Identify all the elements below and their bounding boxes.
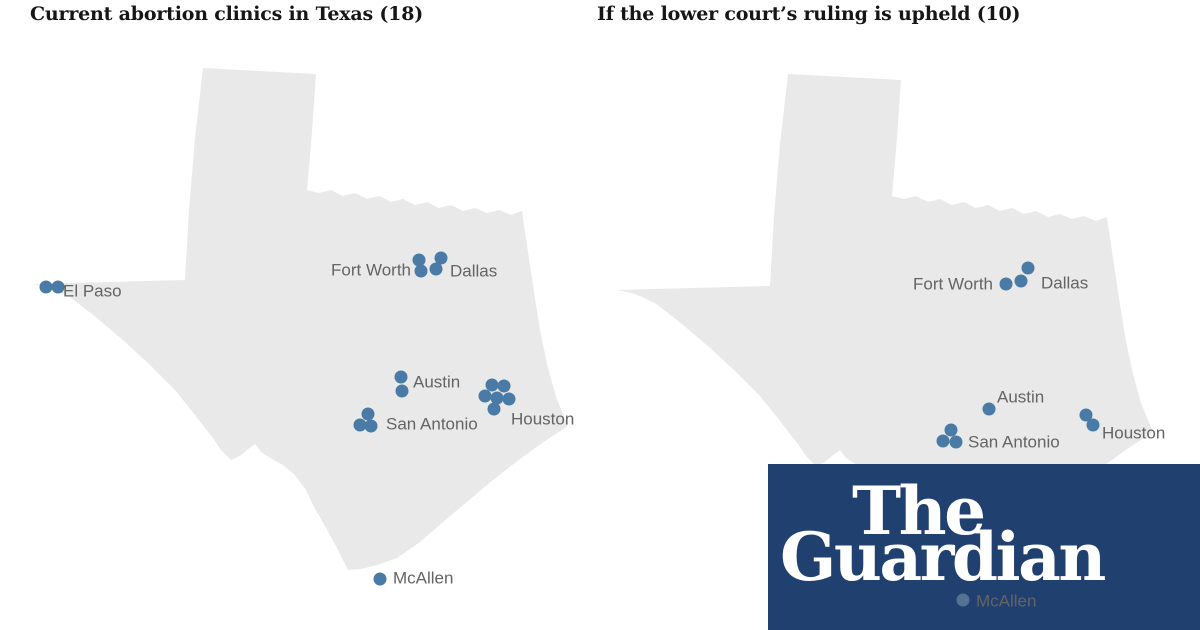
clinic-dot: [1079, 408, 1093, 422]
clinic-dot: [949, 435, 963, 449]
texas-map-upheld: Fort Worth Dallas Austin San Antonio Houston: [618, 74, 1165, 576]
clinic-dot: [982, 402, 996, 416]
guardian-logo-line1: The: [852, 472, 986, 550]
clinic-dot: [395, 384, 409, 398]
clinic-dot: [497, 379, 511, 393]
guardian-logo: The Guardian: [768, 464, 1200, 630]
clinic-dot: [485, 378, 499, 392]
city-label: San Antonio: [968, 433, 1060, 452]
clinic-dot: [999, 277, 1013, 291]
clinic-dot: [412, 253, 426, 267]
clinic-dot: [936, 434, 950, 448]
clinic-dot: [487, 402, 501, 416]
clinic-dot: [1014, 274, 1028, 288]
clinic-dot: [490, 391, 504, 405]
map-title-upheld: If the lower court’s ruling is upheld (1…: [597, 3, 1021, 25]
clinic-dot: [429, 262, 443, 276]
city-label: Fort Worth: [913, 275, 993, 294]
clinic-dot: [414, 264, 428, 278]
clinic-dot: [39, 280, 53, 294]
clinic-dot: [502, 392, 516, 406]
city-label: Austin: [997, 388, 1044, 407]
clinic-dot: [944, 423, 958, 437]
city-label: Houston: [511, 410, 574, 429]
city-label: Austin: [413, 373, 460, 392]
clinic-dot: [394, 370, 408, 384]
clinic-dot: [353, 418, 367, 432]
city-label: Dallas: [1041, 274, 1088, 293]
clinic-dot: [361, 407, 375, 421]
clinic-dot: [373, 572, 387, 586]
texas-map-current: El Paso Fort Worth Dallas Austin San Antonio…: [33, 68, 574, 588]
city-label: San Antonio: [386, 415, 478, 434]
city-label: McAllen: [393, 569, 453, 588]
clinic-dot: [478, 389, 492, 403]
clinic-dot: [1086, 418, 1100, 432]
guardian-logo-line2: Guardian: [780, 518, 1106, 596]
clinic-dot: [1021, 261, 1035, 275]
clinic-dot: [364, 419, 378, 433]
city-label: Dallas: [450, 262, 497, 281]
texas-outline: [33, 68, 568, 570]
texas-outline: [618, 74, 1153, 576]
clinic-dot: [434, 251, 448, 265]
clinic-dot: [51, 280, 65, 294]
map-title-current: Current abortion clinics in Texas (18): [30, 3, 424, 25]
city-label: Fort Worth: [331, 261, 411, 280]
city-label: El Paso: [63, 282, 122, 301]
city-label: Houston: [1102, 424, 1165, 443]
